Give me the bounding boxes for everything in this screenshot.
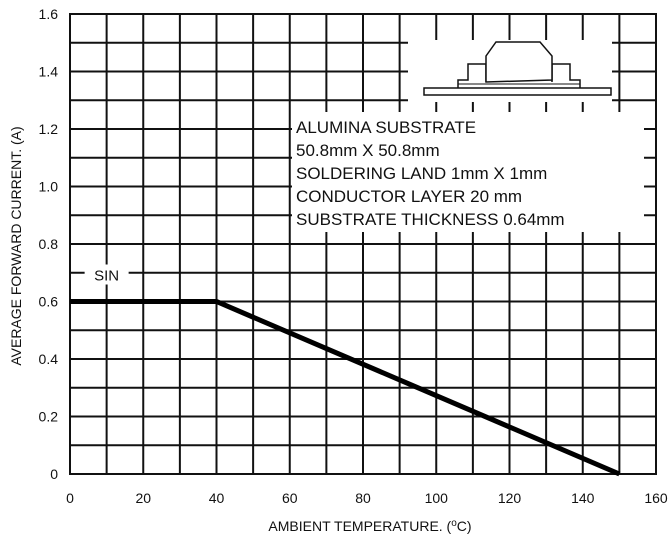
y-tick-label: 0	[50, 466, 58, 482]
x-tick-label: 140	[571, 490, 595, 506]
y-tick-label: 0.2	[39, 409, 59, 425]
y-tick-label: 1.6	[39, 6, 59, 22]
annotation-line: CONDUCTOR LAYER 20 mm	[296, 187, 522, 206]
x-tick-label: 20	[135, 490, 151, 506]
x-tick-label: 60	[282, 490, 298, 506]
x-tick-label: 0	[66, 490, 74, 506]
substrate-plate	[424, 88, 611, 95]
y-tick-label: 1.2	[39, 121, 59, 137]
annotation-line: 50.8mm X 50.8mm	[296, 141, 440, 160]
y-axis-title: AVERAGE FORWARD CURRENT. (A)	[8, 126, 24, 365]
package-on-substrate-drawing	[408, 40, 612, 102]
annotation-line: SOLDERING LAND 1mm X 1mm	[296, 164, 547, 183]
x-axis-title: AMBIENT TEMPERATURE. (oC)	[268, 518, 471, 535]
x-tick-label: 40	[209, 490, 225, 506]
series-label: SIN	[94, 268, 119, 285]
annotation-line: SUBSTRATE THICKNESS 0.64mm	[296, 210, 565, 229]
x-tick-label: 120	[498, 490, 522, 506]
y-tick-label: 0.6	[39, 294, 59, 310]
x-tick-label: 80	[355, 490, 371, 506]
x-tick-label: 160	[644, 490, 668, 506]
package-body	[486, 42, 552, 82]
x-axis-title-text: AMBIENT TEMPERATURE. (	[268, 518, 451, 534]
x-axis-title-suffix: C)	[457, 518, 472, 534]
series-layer: SIN	[70, 265, 620, 475]
y-tick-label: 0.8	[39, 236, 59, 252]
y-tick-label: 0.4	[39, 351, 59, 367]
y-tick-label: 1.0	[39, 179, 59, 195]
annotation-line: ALUMINA SUBSTRATE	[296, 118, 476, 137]
x-tick-label: 100	[425, 490, 449, 506]
y-tick-label: 1.4	[39, 64, 59, 80]
